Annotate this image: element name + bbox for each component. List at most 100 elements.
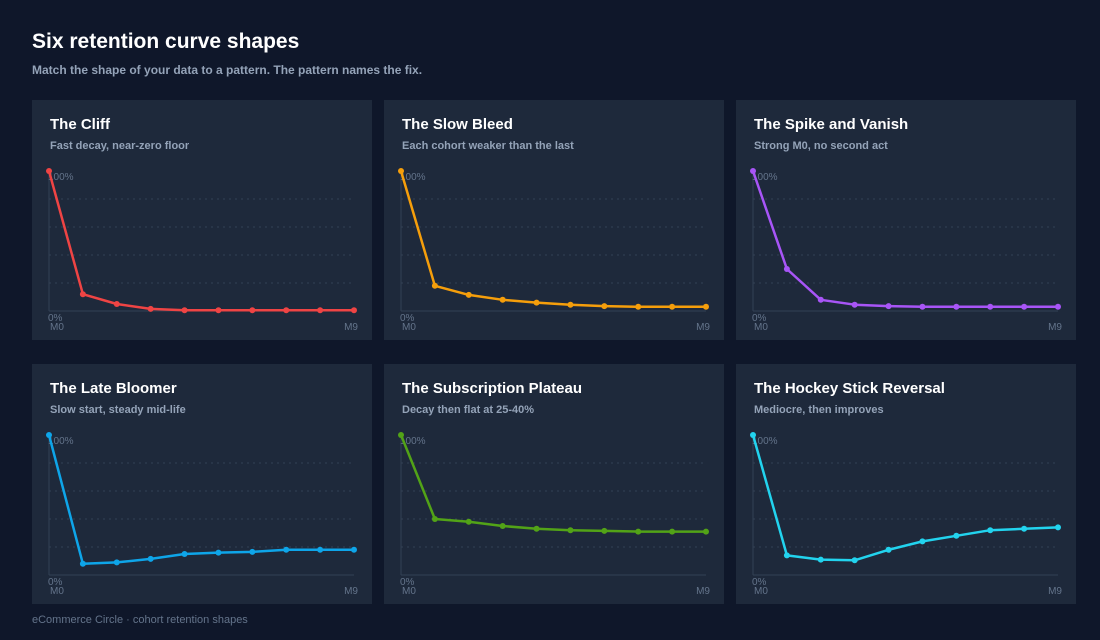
x-tick-label: M0 xyxy=(402,586,416,597)
x-tick-label: M9 xyxy=(1048,586,1062,597)
chart-title: The Slow Bleed xyxy=(402,116,513,133)
data-point xyxy=(398,168,404,174)
data-point xyxy=(601,303,608,310)
data-point xyxy=(987,303,994,310)
data-point xyxy=(317,546,324,553)
x-tick-label: M0 xyxy=(50,586,64,597)
data-point xyxy=(215,307,222,314)
y-tick-label: 0% xyxy=(48,577,63,588)
chart-card: The Slow Bleed Each cohort weaker than t… xyxy=(384,100,724,340)
series-line xyxy=(47,434,354,566)
chart-subtitle: Decay then flat at 25-40% xyxy=(402,404,535,416)
x-tick-label: M9 xyxy=(696,322,710,333)
x-tick-label: M9 xyxy=(344,322,358,333)
line-chart: 100% 0%M0 M9 xyxy=(750,432,1062,597)
data-point xyxy=(46,168,52,174)
y-tick-label: 0% xyxy=(752,577,767,588)
data-point xyxy=(46,432,52,438)
data-point xyxy=(1021,525,1028,532)
y-tick-label: 0% xyxy=(48,313,63,324)
data-point xyxy=(181,307,188,314)
data-point xyxy=(953,532,960,539)
data-point xyxy=(601,527,608,534)
page-subtitle: Match the shape of your data to a patter… xyxy=(32,63,423,77)
data-point xyxy=(851,557,858,564)
line-chart: 100% 0%M0 M9 xyxy=(46,168,358,333)
data-point xyxy=(147,305,154,312)
chart-card: The Subscription Plateau Decay then flat… xyxy=(384,364,724,604)
line-chart: 100% 0%M0 M9 xyxy=(750,168,1062,333)
data-point xyxy=(317,307,324,314)
data-point xyxy=(885,303,892,310)
data-point xyxy=(635,528,642,535)
x-tick-label: M0 xyxy=(402,322,416,333)
data-point xyxy=(635,303,642,310)
line-chart: 100% 0%M0 M9 xyxy=(46,432,358,597)
x-tick-label: M0 xyxy=(754,586,768,597)
line-chart: 100% 0%M0 M9 xyxy=(398,432,710,597)
chart-subtitle: Strong M0, no second act xyxy=(754,140,888,152)
chart-card: The Late Bloomer Slow start, steady mid-… xyxy=(32,364,372,604)
data-point xyxy=(953,303,960,310)
chart-subtitle: Fast decay, near-zero floor xyxy=(50,140,190,152)
chart-title: The Spike and Vanish xyxy=(754,116,909,133)
x-tick-label: M0 xyxy=(754,322,768,333)
chart-title: The Hockey Stick Reversal xyxy=(754,380,945,397)
data-point xyxy=(181,551,188,557)
data-point xyxy=(817,556,824,563)
x-tick-label: M0 xyxy=(50,322,64,333)
y-tick-label: 0% xyxy=(400,313,415,324)
data-point xyxy=(431,282,438,289)
data-point xyxy=(1021,303,1028,310)
series-line xyxy=(399,170,706,309)
data-point xyxy=(147,555,154,562)
chart-title: The Cliff xyxy=(50,116,110,133)
data-point xyxy=(465,518,472,525)
series-line xyxy=(751,170,1058,309)
footer: eCommerce Circle · cohort retention shap… xyxy=(32,614,248,626)
data-point xyxy=(465,291,472,298)
data-point xyxy=(1055,303,1061,310)
data-point xyxy=(750,432,756,438)
chart-title: The Late Bloomer xyxy=(50,380,177,397)
data-point xyxy=(79,560,86,567)
chart-subtitle: Each cohort weaker than the last xyxy=(402,140,574,152)
y-tick-label: 100% xyxy=(48,172,74,183)
x-tick-label: M9 xyxy=(696,586,710,597)
y-tick-label: 100% xyxy=(400,172,426,183)
data-point xyxy=(351,546,357,553)
chart-title: The Subscription Plateau xyxy=(402,380,583,397)
data-point xyxy=(919,303,926,310)
data-point xyxy=(817,296,824,303)
data-point xyxy=(987,527,994,534)
data-point xyxy=(885,546,892,553)
line-chart: 100% 0%M0 M9 xyxy=(398,168,710,333)
data-point xyxy=(283,307,290,314)
y-tick-label: 0% xyxy=(752,313,767,324)
data-point xyxy=(533,525,540,532)
data-point xyxy=(567,301,574,308)
data-point xyxy=(351,307,357,314)
data-point xyxy=(750,168,756,174)
data-point xyxy=(249,307,256,314)
x-tick-label: M9 xyxy=(344,586,358,597)
data-point xyxy=(1055,524,1061,531)
data-point xyxy=(79,291,86,298)
y-tick-label: 100% xyxy=(752,172,778,183)
data-point xyxy=(669,528,676,535)
data-point xyxy=(283,546,290,553)
chart-subtitle: Slow start, steady mid-life xyxy=(50,404,186,416)
data-point xyxy=(215,549,222,556)
data-point xyxy=(851,301,858,308)
series-line xyxy=(399,434,706,533)
data-point xyxy=(249,548,256,555)
y-tick-label: 100% xyxy=(752,436,778,447)
data-point xyxy=(567,527,574,534)
x-tick-label: M9 xyxy=(1048,322,1062,333)
data-point xyxy=(783,552,790,559)
series-line xyxy=(751,434,1059,562)
y-tick-label: 100% xyxy=(48,436,74,447)
data-point xyxy=(499,523,506,529)
data-point xyxy=(533,299,540,306)
chart-card: The Hockey Stick Reversal Mediocre, then… xyxy=(736,364,1076,604)
